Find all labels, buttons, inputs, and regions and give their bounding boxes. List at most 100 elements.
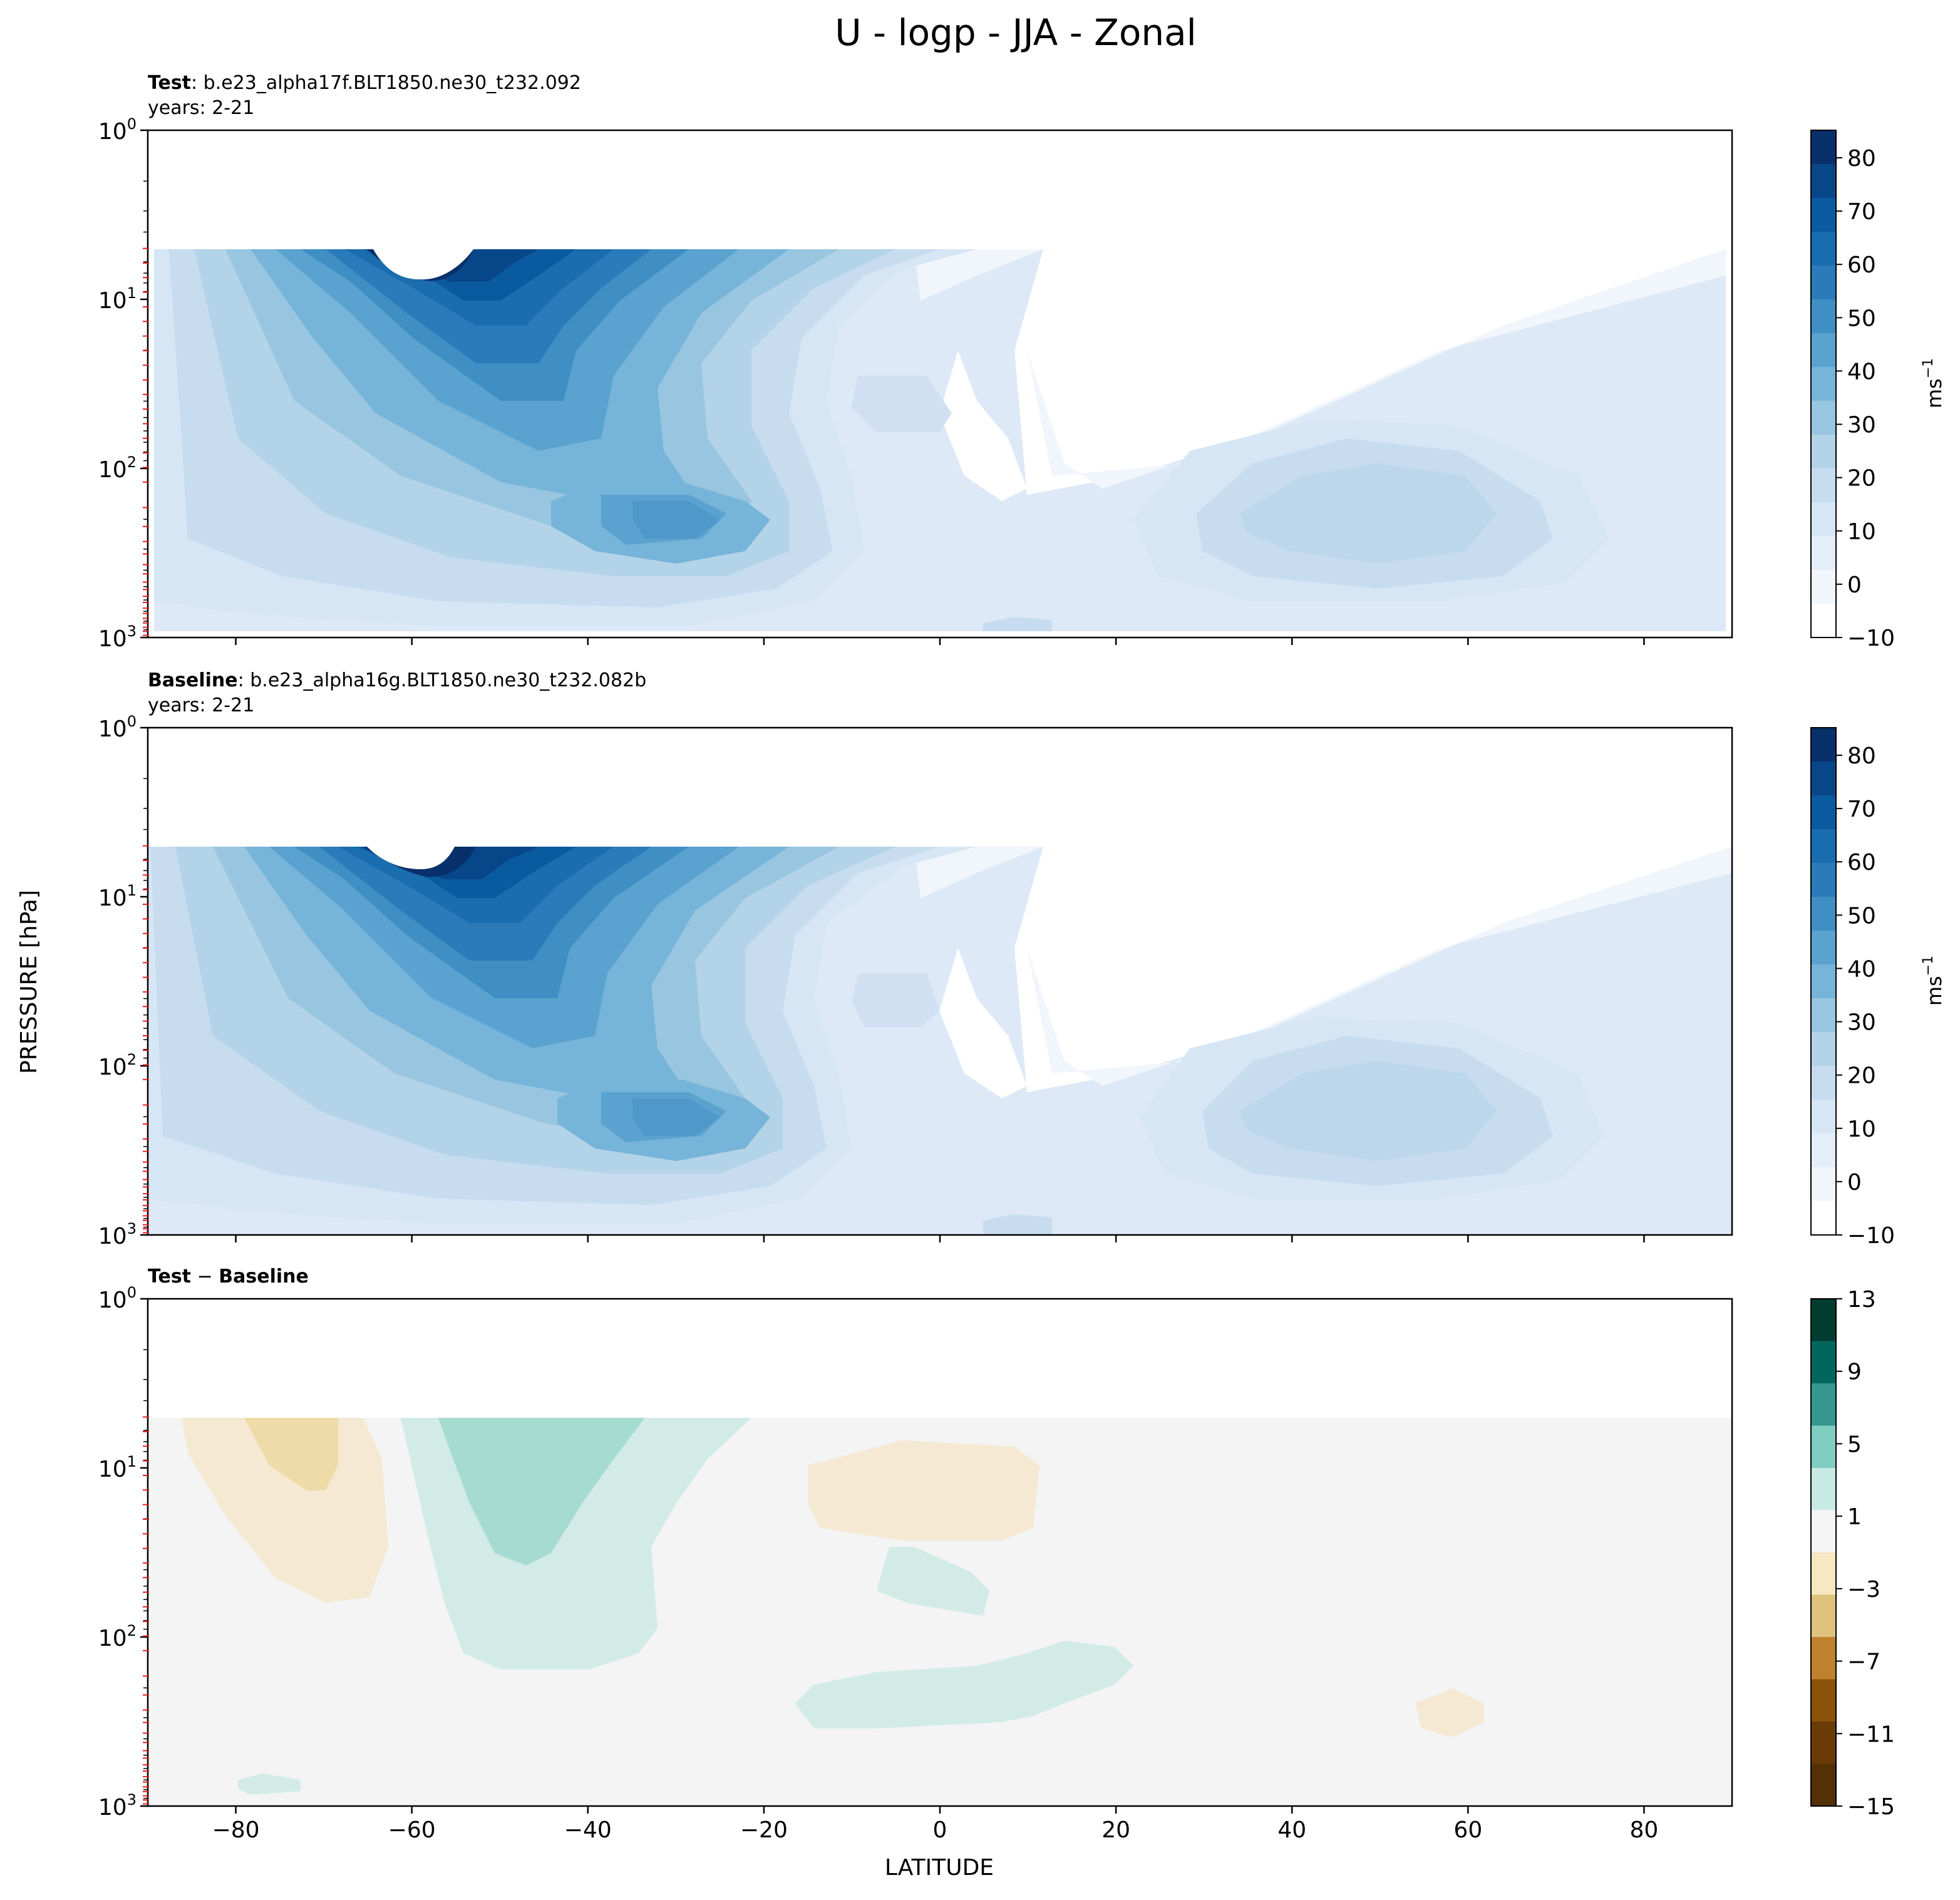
y-axis-label: PRESSURE [hPa]	[16, 890, 42, 1074]
colorbar-tick-label: 70	[1847, 797, 1876, 822]
x-tick-label: −40	[564, 1817, 612, 1843]
colorbar-test-unit-base: ms	[1922, 378, 1946, 408]
x-tick-label: −60	[388, 1817, 436, 1843]
colorbar-swatch	[1811, 728, 1836, 762]
panel-baseline-title-rest: : b.e23_alpha16g.BLT1850.ne30_t232.082b	[238, 669, 647, 691]
colorbar-swatch	[1811, 164, 1836, 199]
y-tick-label-base: 10	[98, 1224, 127, 1249]
y-tick-label: 103	[98, 622, 137, 652]
y-tick-label-base: 10	[98, 716, 127, 742]
colorbar-swatch	[1811, 931, 1836, 965]
colorbar-tick-label: −3	[1847, 1577, 1880, 1603]
colorbar-baseline-unit-base: ms	[1922, 976, 1946, 1006]
colorbar-tick-label: 1	[1847, 1504, 1862, 1530]
x-tick-label: 60	[1453, 1817, 1482, 1843]
colorbar-tick-label: 20	[1847, 1063, 1876, 1089]
y-tick-label: 102	[98, 1622, 137, 1651]
x-tick-label: 20	[1101, 1817, 1130, 1843]
y-tick-label-exp: 1	[127, 284, 137, 302]
y-tick-label-base: 10	[98, 457, 127, 483]
y-tick-label: 101	[98, 882, 137, 911]
colorbar-tick-label: 50	[1847, 903, 1876, 929]
colorbar-swatch	[1811, 333, 1836, 368]
colorbar-swatch	[1811, 1341, 1836, 1384]
y-tick-label: 101	[98, 1453, 137, 1482]
x-tick-label: −20	[740, 1817, 788, 1843]
colorbar-tick-label: 20	[1847, 466, 1876, 492]
figure-title: U - logp - JJA - Zonal	[835, 11, 1197, 54]
colorbar-tick-label: 0	[1847, 572, 1862, 598]
y-tick-label-base: 10	[98, 1457, 127, 1482]
colorbar-tick-label: 80	[1847, 146, 1876, 172]
panel-test-xticks	[235, 638, 1645, 645]
y-tick-label: 103	[98, 1220, 137, 1249]
panel-diff-title-sep: −	[191, 1266, 219, 1288]
colorbar-swatch	[1811, 401, 1836, 435]
colorbar-swatch	[1811, 1383, 1836, 1427]
y-tick-label-exp: 0	[127, 115, 137, 133]
panel-test-title: Test: b.e23_alpha17f.BLT1850.ne30_t232.0…	[148, 72, 581, 94]
colorbar-swatch	[1811, 897, 1836, 931]
y-tick-label-base: 10	[98, 626, 127, 652]
colorbar-swatch	[1811, 1468, 1836, 1511]
colorbar-swatch	[1811, 795, 1836, 830]
panel-test-title-rest: : b.e23_alpha17f.BLT1850.ne30_t232.092	[191, 72, 581, 94]
y-tick-label-exp: 2	[127, 1622, 137, 1639]
y-tick-label-exp: 3	[127, 1791, 137, 1809]
colorbar-swatch	[1811, 1510, 1836, 1553]
colorbar-diff: 13 9 5 1 −3 −7 −11 −15	[1810, 1287, 1895, 1820]
colorbar-swatch	[1811, 1594, 1836, 1638]
panel-diff-title-test: Test	[148, 1266, 191, 1288]
colorbar-swatch	[1811, 1763, 1836, 1807]
colorbar-swatch	[1811, 367, 1836, 401]
colorbar-tick-label: −11	[1847, 1722, 1895, 1747]
colorbar-tick-label: 9	[1847, 1360, 1862, 1385]
colorbar-swatch	[1811, 1425, 1836, 1469]
panel-baseline-title: Baseline: b.e23_alpha16g.BLT1850.ne30_t2…	[148, 669, 646, 691]
y-tick-label-base: 10	[98, 885, 127, 911]
colorbar-swatch	[1811, 266, 1836, 300]
y-tick-label-exp: 3	[127, 622, 137, 640]
x-tick-label: 80	[1630, 1817, 1659, 1843]
y-tick-label-exp: 0	[127, 713, 137, 730]
colorbar-tick-label: 30	[1847, 1010, 1876, 1036]
y-tick-label-base: 10	[98, 1055, 127, 1080]
panel-baseline-contours	[148, 728, 1732, 1235]
colorbar-swatch	[1811, 1679, 1836, 1722]
y-tick-label-exp: 2	[127, 1051, 137, 1068]
colorbar-baseline-unit: ms−1	[1921, 956, 1946, 1006]
colorbar-tick-label: 70	[1847, 199, 1876, 225]
panel-test-subtitle: years: 2-21	[148, 97, 254, 119]
y-tick-label-base: 10	[98, 1795, 127, 1820]
colorbar-swatch	[1811, 1299, 1836, 1342]
x-tick-label: 0	[933, 1817, 947, 1843]
y-tick-label-exp: 2	[127, 453, 137, 471]
colorbar-swatch	[1811, 1066, 1836, 1100]
y-tick-label: 100	[98, 1284, 137, 1313]
colorbar-baseline: 80 70 60 50 40 30 20 10 0 −10	[1810, 727, 1895, 1249]
panel-baseline-xticks	[235, 1235, 1645, 1242]
colorbar-swatch	[1811, 863, 1836, 897]
panel-baseline-title-bold: Baseline	[148, 669, 238, 691]
colorbar-baseline-unit-exp: −1	[1921, 956, 1936, 976]
y-tick-label: 100	[98, 713, 137, 742]
colorbar-tick-label: −10	[1847, 626, 1895, 651]
panel-baseline-subtitle: years: 2-21	[148, 694, 254, 716]
y-tick-label: 102	[98, 453, 137, 483]
colorbar-swatch	[1811, 536, 1836, 571]
colorbar-tick-label: 60	[1847, 252, 1876, 278]
y-tick-label: 100	[98, 115, 137, 145]
colorbar-swatch	[1811, 998, 1836, 1033]
colorbar-tick-label: 40	[1847, 956, 1876, 982]
panel-diff-title: Test − Baseline	[148, 1266, 309, 1288]
colorbar-tick-label: 60	[1847, 850, 1876, 875]
y-tick-label-base: 10	[98, 119, 127, 145]
y-tick-label: 102	[98, 1051, 137, 1080]
colorbar-swatch	[1811, 435, 1836, 469]
colorbar-swatch	[1811, 1032, 1836, 1066]
